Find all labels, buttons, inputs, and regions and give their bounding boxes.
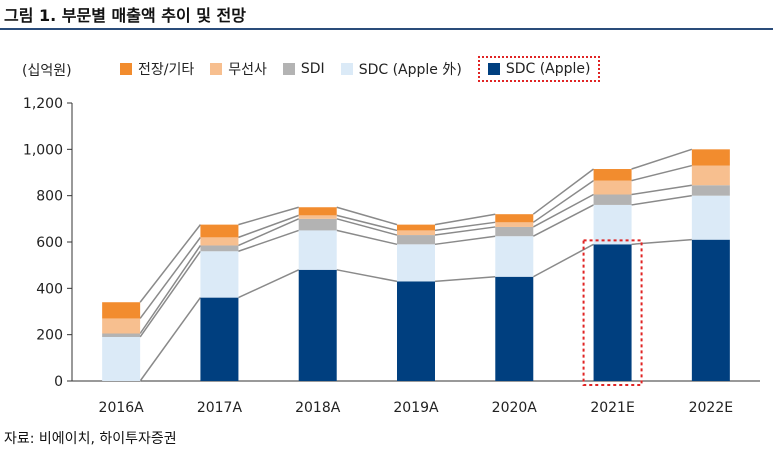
- legend-swatch-wireless: [210, 63, 223, 75]
- legend-label-sdc-non-apple: SDC (Apple 外): [358, 62, 462, 78]
- connector-line: [434, 221, 496, 232]
- x-tick-label: 2017A: [197, 400, 243, 416]
- bar-segment: [691, 195, 730, 240]
- connector-line: [139, 245, 202, 334]
- bar-segment: [200, 224, 239, 238]
- y-tick-label: 600: [36, 235, 63, 251]
- bar-segment: [691, 165, 730, 186]
- bar-segment: [200, 297, 239, 381]
- bar-segment: [593, 194, 632, 205]
- bar-segment: [495, 276, 534, 381]
- y-tick-label: 800: [36, 189, 63, 205]
- bar-segment: [397, 224, 435, 231]
- connector-line: [238, 214, 299, 239]
- chart-title: 그림 1. 부문별 매출액 추이 및 전망: [4, 6, 246, 25]
- connector-line: [434, 226, 496, 236]
- connector-line: [238, 229, 299, 252]
- connector-line: [139, 297, 202, 382]
- legend-item-wireless: 무선사: [210, 59, 267, 79]
- bar-segment: [102, 318, 141, 334]
- bar-segment: [102, 336, 141, 381]
- bar-segment: [593, 169, 632, 181]
- bar-segment: [495, 236, 534, 277]
- bar-segment: [298, 215, 337, 219]
- connector-line: [434, 276, 496, 283]
- bar-segment: [200, 251, 239, 298]
- bar-segment: [593, 180, 632, 195]
- bar-segment: [298, 207, 337, 216]
- connector-line: [532, 243, 594, 278]
- connector-line: [336, 206, 398, 226]
- x-tick-label: 2019A: [393, 400, 439, 416]
- legend-swatch-sdc-apple: [487, 63, 500, 75]
- bar-segment: [397, 281, 435, 381]
- legend-item-sdc-apple: SDC (Apple): [477, 56, 601, 82]
- source-note: 자료: 비에이치, 하이투자증권: [4, 431, 177, 447]
- bar-segment: [593, 244, 632, 381]
- connector-line: [434, 213, 496, 226]
- title-divider: [0, 28, 773, 30]
- y-tick-label: 0: [54, 374, 63, 390]
- connector-line: [238, 218, 300, 247]
- connector-line: [434, 235, 496, 246]
- legend-item-etc: 전장/기타: [120, 59, 194, 79]
- connector-line: [336, 218, 398, 236]
- connector-line: [336, 229, 398, 246]
- legend-label-wireless: 무선사: [228, 62, 267, 78]
- bar-segment: [691, 149, 730, 166]
- legend-item-sdc-non-apple: SDC (Apple 外): [340, 59, 462, 79]
- connector-line: [139, 224, 202, 303]
- bar-segment: [397, 230, 435, 236]
- x-tick-label: 2016A: [99, 400, 145, 416]
- legend-label-etc: 전장/기타: [138, 62, 195, 78]
- bar-segment: [298, 218, 337, 231]
- bar-segment: [691, 239, 730, 381]
- connector-line: [631, 164, 693, 182]
- bar-segment: [298, 230, 337, 270]
- x-tick-label: 2018A: [295, 400, 341, 416]
- bar-segment: [298, 269, 337, 381]
- connector-line: [139, 236, 202, 319]
- bar-segment: [691, 185, 730, 196]
- connector-line: [532, 204, 594, 237]
- legend: 전장/기타 무선사 SDI SDC (Apple 外) SDC (Apple): [120, 56, 601, 82]
- x-tick-label: 2020A: [492, 400, 538, 416]
- x-tick-label: 2021E: [590, 400, 634, 416]
- legend-item-sdi: SDI: [282, 61, 325, 77]
- x-tick-label: 2022E: [689, 400, 733, 416]
- connector-line: [139, 250, 202, 338]
- connector-line: [238, 206, 299, 226]
- bar-segment: [102, 302, 141, 319]
- bar-segment: [200, 245, 239, 252]
- connector-line: [532, 193, 594, 228]
- unit-label: (십억원): [22, 63, 72, 79]
- legend-label-sdi: SDI: [300, 61, 325, 77]
- bar-segment: [495, 226, 534, 237]
- connector-line: [631, 148, 693, 170]
- bar-segment: [593, 204, 632, 245]
- connector-line: [532, 168, 595, 215]
- connector-line: [631, 194, 692, 206]
- y-tick-label: 200: [36, 328, 63, 344]
- y-tick-label: 400: [36, 281, 63, 297]
- bar-segment: [200, 237, 239, 246]
- bar-segment: [495, 214, 534, 223]
- y-tick-label: 1,000: [23, 142, 63, 158]
- legend-swatch-etc: [120, 63, 132, 75]
- connector-line: [532, 179, 594, 223]
- connector-line: [238, 269, 300, 299]
- bar-segment: [495, 222, 534, 227]
- connector-line: [631, 184, 692, 196]
- connector-line: [336, 214, 398, 232]
- bar-segment: [102, 333, 141, 337]
- legend-swatch-sdc-non-apple: [340, 63, 353, 75]
- y-tick-label: 1,200: [23, 96, 63, 112]
- bar-segment: [397, 244, 435, 282]
- legend-swatch-sdi: [282, 63, 295, 75]
- bar-segment: [397, 235, 435, 245]
- connector-line: [336, 269, 398, 283]
- legend-label-sdc-apple: SDC (Apple): [505, 61, 591, 77]
